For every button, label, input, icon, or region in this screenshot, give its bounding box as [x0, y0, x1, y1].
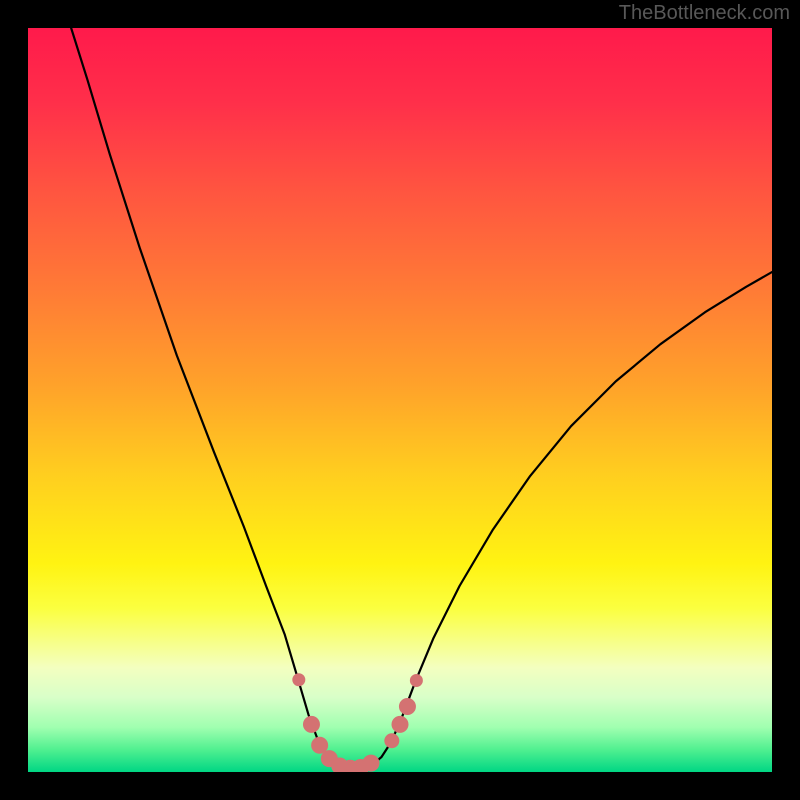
figure-container: TheBottleneck.com [0, 0, 800, 800]
curve-marker [385, 734, 399, 748]
gradient-background [28, 28, 772, 772]
curve-marker [312, 737, 328, 753]
curve-marker [293, 674, 305, 686]
curve-marker [392, 716, 408, 732]
curve-marker [399, 699, 415, 715]
curve-marker [363, 755, 379, 771]
curve-marker [410, 674, 422, 686]
bottleneck-curve-chart [28, 28, 772, 772]
curve-marker [303, 716, 319, 732]
plot-area [28, 28, 772, 772]
watermark-label: TheBottleneck.com [619, 2, 790, 25]
